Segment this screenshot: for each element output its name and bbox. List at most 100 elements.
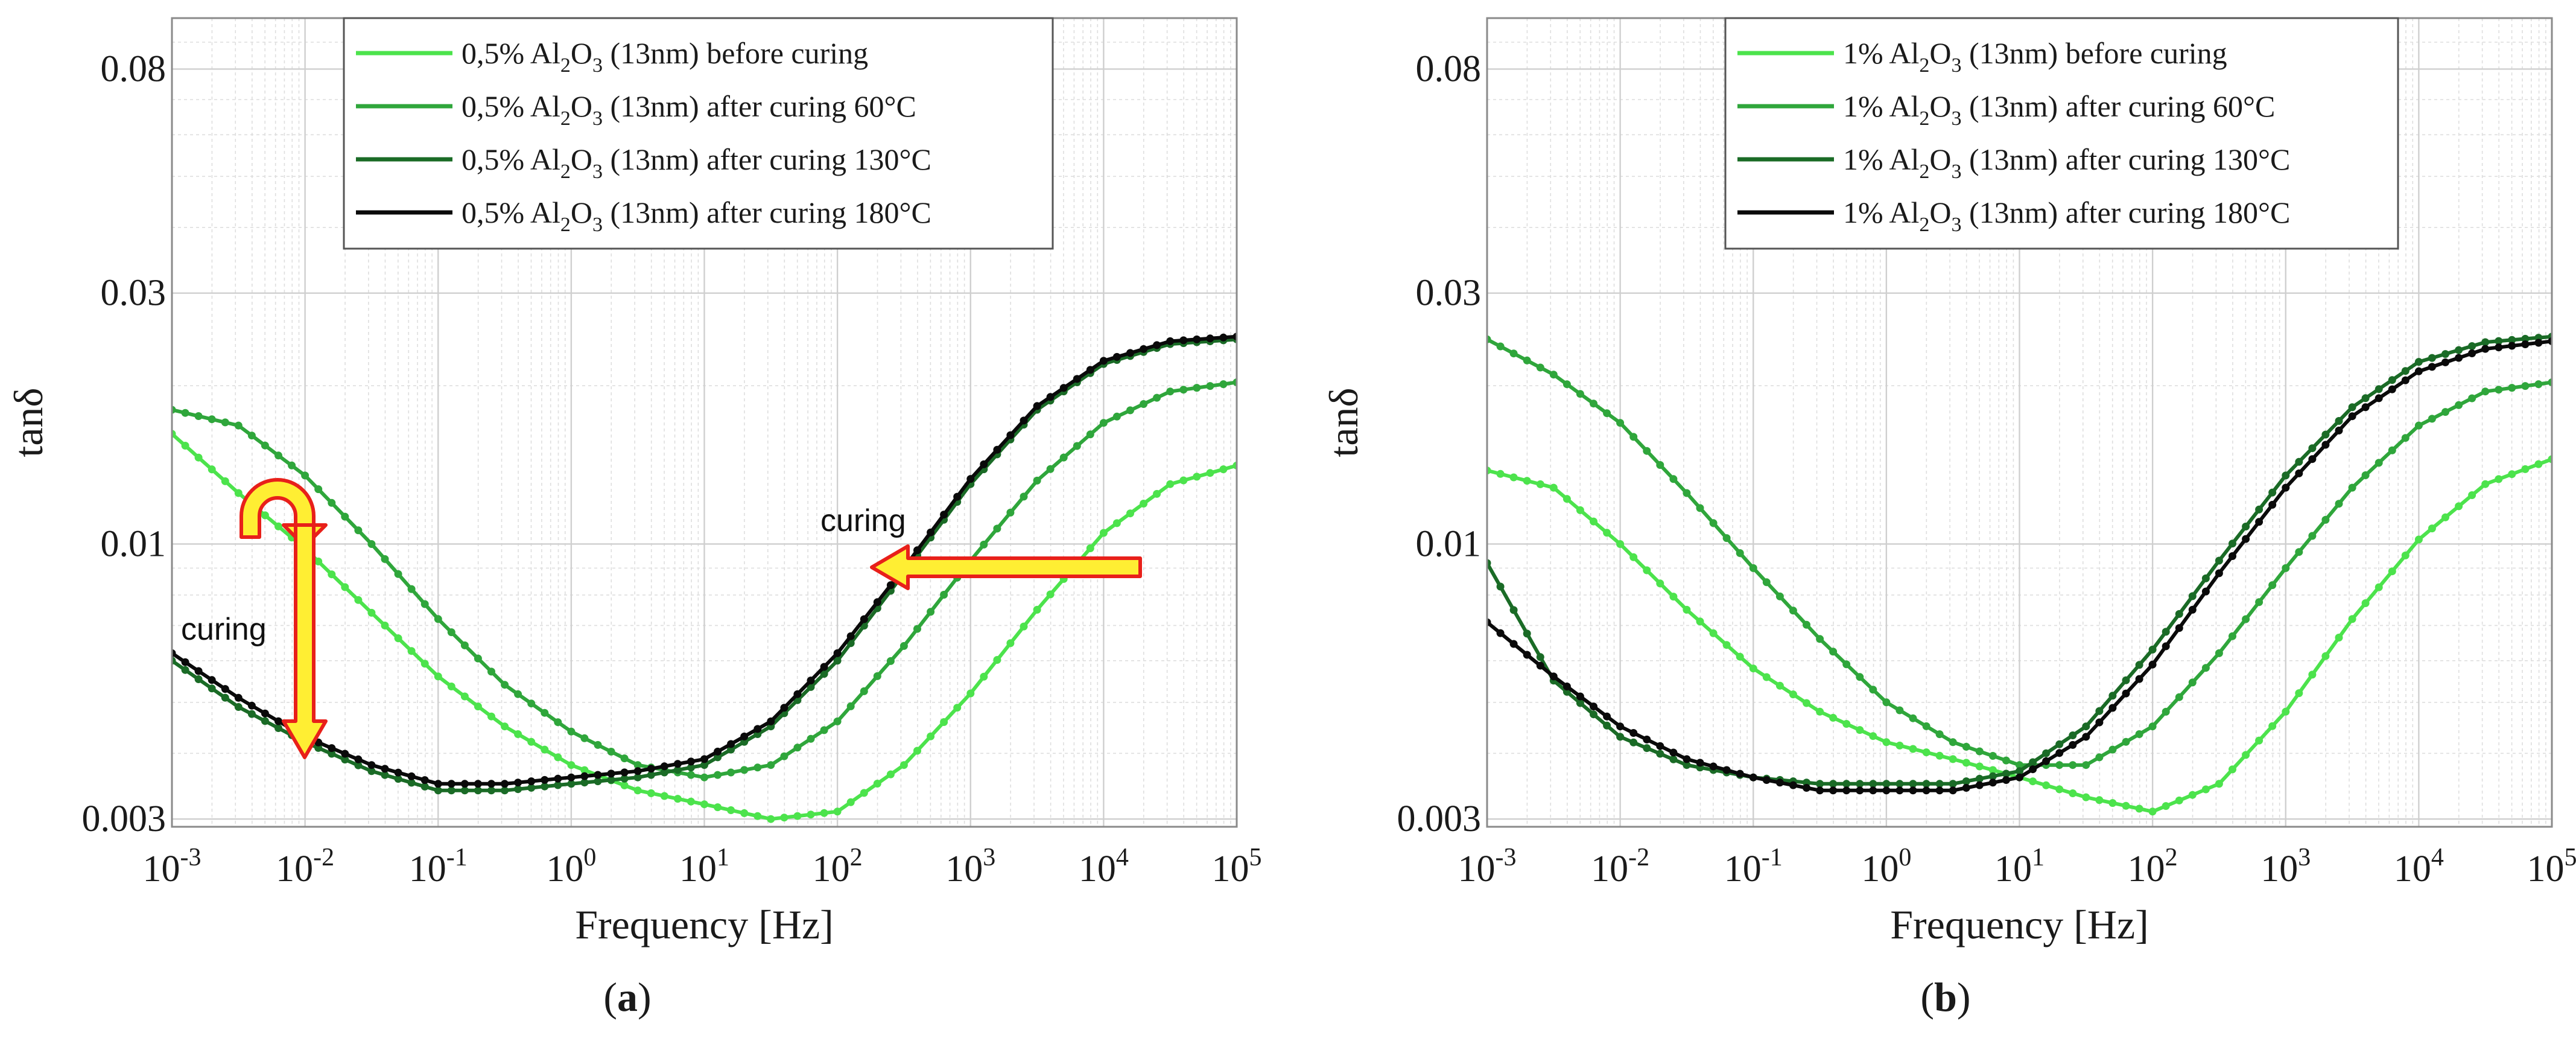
series-3-point: [381, 771, 389, 779]
series-2-point: [2242, 615, 2250, 623]
series-4-point: [541, 775, 549, 784]
series-4-point: [234, 693, 243, 702]
legend-entry-4: 1% Al2O3 (13nm) after curing 180°C: [1843, 196, 2290, 236]
x-tick-label: 104: [1079, 844, 1129, 890]
series-1-point: [2428, 524, 2436, 533]
series-2-point: [886, 657, 895, 665]
series-4-point: [407, 772, 416, 780]
series-1-point: [460, 692, 469, 701]
series-1-point: [541, 745, 549, 754]
x-tick-label: 101: [679, 844, 729, 890]
series-2-point: [2069, 761, 2077, 769]
series-4-point: [1962, 784, 1970, 792]
series-3-point: [2215, 556, 2223, 565]
series-1-point: [2308, 670, 2317, 679]
series-2-point: [208, 415, 216, 424]
series-1-point: [1829, 713, 1838, 722]
series-1-point: [1975, 762, 1984, 771]
curing-label-right: curing: [820, 503, 906, 538]
series-4-point: [487, 780, 495, 788]
series-2-point: [1509, 349, 1518, 358]
series-2-point: [554, 718, 562, 727]
series-2-point: [1166, 387, 1175, 396]
series-1-point: [527, 737, 536, 746]
series-3-point: [2055, 740, 2064, 748]
series-2-point: [274, 451, 282, 460]
series-3-point: [2428, 354, 2436, 362]
series-1-point: [328, 570, 336, 579]
series-1-point: [2348, 615, 2356, 623]
series-2-point: [727, 768, 735, 777]
x-tick-label: 102: [2128, 844, 2178, 890]
legend-entry-2: 0,5% Al2O3 (13nm) after curing 60°C: [462, 89, 916, 130]
series-3-point: [594, 777, 602, 786]
series-4-point: [2321, 441, 2330, 449]
series-2-point: [1669, 475, 1678, 483]
series-2-point: [474, 654, 482, 663]
series-4-point: [873, 598, 881, 607]
series-4-point: [221, 685, 229, 693]
series-3-point: [274, 724, 282, 732]
series-3-point: [2229, 540, 2236, 548]
series-3-point: [234, 703, 243, 711]
series-3-point: [2175, 610, 2183, 618]
series-4-point: [1153, 341, 1161, 349]
series-1-point: [1789, 690, 1797, 699]
series-1-point: [514, 730, 522, 738]
series-4-point: [1232, 333, 1237, 341]
series-2-point: [527, 699, 536, 708]
series-4-point: [1523, 651, 1531, 659]
series-1-point: [886, 770, 895, 779]
x-tick-label: 10-3: [1458, 844, 1517, 890]
series-1-point: [1909, 745, 1917, 753]
series-2-point: [1896, 706, 1904, 715]
series-4-point: [394, 768, 402, 777]
series-1-point: [1590, 517, 1597, 526]
series-3-point: [1869, 780, 1877, 788]
series-1-point: [2162, 802, 2170, 810]
series-2-point: [2441, 408, 2449, 416]
series-2-point: [833, 717, 842, 725]
series-1-point: [2481, 480, 2490, 488]
series-1-point: [314, 557, 323, 565]
series-2-point: [2455, 401, 2463, 409]
series-4-point: [820, 663, 828, 671]
series-1-point: [172, 430, 176, 438]
y-tick-label: 0.08: [1416, 48, 1482, 89]
series-4-point: [807, 677, 815, 685]
series-3-point: [1922, 780, 1930, 788]
series-1-point: [2029, 777, 2037, 786]
series-1-point: [660, 792, 668, 800]
series-4-point: [1487, 618, 1491, 626]
series-3-point: [1856, 780, 1864, 788]
series-4-point: [740, 732, 749, 740]
series-2-point: [2055, 761, 2064, 769]
series-3-point: [1962, 777, 1970, 786]
series-3-point: [2082, 722, 2090, 731]
series-4-point: [2255, 518, 2264, 526]
series-2-point: [1059, 453, 1068, 462]
series-2-point: [541, 708, 549, 717]
series-3-point: [328, 750, 336, 758]
series-3-point: [1536, 653, 1544, 661]
series-2-point: [2495, 386, 2503, 394]
series-4-point: [660, 762, 668, 771]
y-tick-label: 0.01: [101, 523, 167, 564]
series-2-point: [980, 540, 988, 549]
series-3-point: [2122, 676, 2130, 684]
series-1-point: [1629, 553, 1638, 561]
series-2-point: [1829, 648, 1838, 656]
series-2-point: [1536, 363, 1544, 372]
series-3-point: [2375, 385, 2383, 393]
series-3-point: [2201, 574, 2210, 582]
x-tick-label: 10-2: [1591, 844, 1649, 890]
series-3-point: [261, 717, 269, 725]
series-3-point: [1909, 780, 1917, 788]
series-2-point: [420, 600, 429, 608]
series-3-point: [2069, 731, 2077, 739]
series-1-point: [1219, 465, 1228, 474]
series-1-point: [2095, 796, 2104, 804]
series-1-point: [1922, 748, 1930, 757]
series-4-point: [940, 511, 948, 519]
